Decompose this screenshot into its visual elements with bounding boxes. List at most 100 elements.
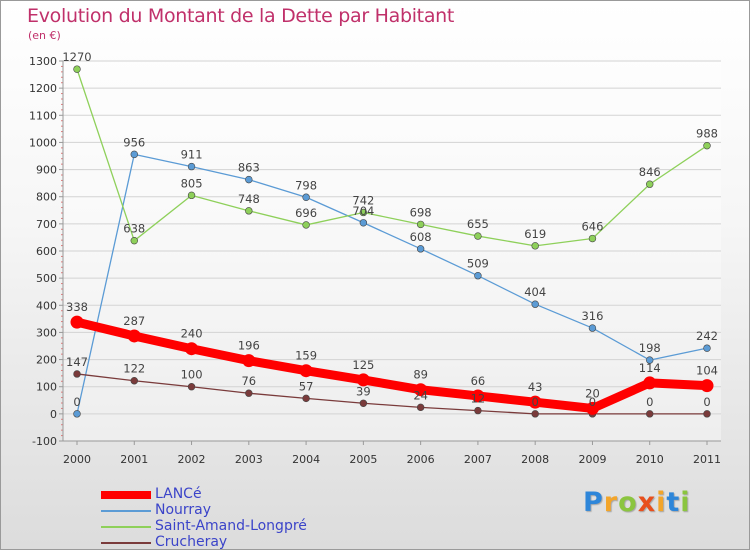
data-point-0-8 [528,395,542,409]
data-point-3-10 [646,410,654,418]
data-point-3-1 [130,377,138,385]
y-tick-label-4: 300 [36,326,57,339]
data-point-0-10 [643,376,657,390]
data-label-1-9: 316 [581,309,603,323]
data-label-2-11: 988 [696,127,718,141]
data-point-0-9 [585,401,599,415]
data-label-3-2: 100 [181,368,203,382]
data-label-1-5: 704 [352,204,374,218]
data-label-0-9: 20 [585,386,600,400]
data-label-3-6: 24 [413,388,428,402]
data-label-1-0: 0 [73,395,80,409]
x-tick-label-4: 2004 [292,453,320,466]
x-tick-label-7: 2007 [464,453,492,466]
data-point-3-7 [474,406,482,415]
data-point-2-6 [416,220,425,229]
data-label-1-11: 242 [696,329,718,343]
data-point-0-3 [242,354,256,368]
data-point-1-3 [245,175,253,184]
data-label-3-1: 122 [123,362,145,376]
data-label-2-8: 619 [524,227,546,241]
data-point-1-4 [302,193,310,201]
data-point-2-10 [646,180,654,188]
data-point-1-2 [187,162,196,171]
y-tick-label-5: 400 [36,299,57,312]
data-point-2-11 [703,141,711,150]
y-tick-label-11: 1000 [29,136,57,149]
chart-unit-label: (en €) [28,29,61,42]
legend-label-1: Nourray [155,502,212,518]
y-tick-label-6: 500 [36,272,57,285]
logo-letter-3: x [637,487,657,518]
y-tick-label-8: 700 [36,218,57,231]
data-point-2-3 [245,207,253,215]
data-label-0-6: 89 [413,368,428,382]
data-label-1-2: 911 [181,148,203,162]
y-tick-label-13: 1200 [29,82,57,95]
data-label-0-2: 240 [181,327,203,341]
data-label-3-8: 0 [532,395,539,409]
data-label-3-0: 147 [66,355,88,369]
data-label-3-5: 39 [356,384,371,398]
x-tick-label-2: 2002 [178,453,206,466]
legend-item-3[interactable]: Crucheray [101,534,361,550]
y-tick-label-7: 600 [36,245,57,258]
logo-letter-6: i [680,487,691,518]
data-point-0-2 [185,342,199,356]
legend-swatch-2 [101,526,151,528]
data-point-1-6 [416,245,425,253]
data-label-1-8: 404 [524,285,546,299]
data-label-2-7: 655 [467,217,489,231]
data-point-1-8 [531,300,539,308]
series-line-0 [72,317,712,413]
proxiti-logo: Proxiti [583,487,691,518]
data-point-0-5 [356,373,370,387]
data-point-3-3 [245,389,253,397]
data-point-3-0 [73,370,81,378]
y-tick-label-10: 900 [36,164,57,177]
x-tick-label-6: 2006 [407,453,435,466]
x-tick-label-3: 2003 [235,453,263,466]
x-tick-label-1: 2001 [120,453,148,466]
logo-letter-4: i [656,487,667,518]
data-label-2-0: 1270 [62,50,91,64]
x-tick-label-9: 2009 [578,453,606,466]
data-point-3-6 [416,403,425,412]
data-point-0-4 [299,364,313,378]
logo-letter-2: o [618,487,638,518]
data-point-2-0 [73,65,81,73]
data-label-2-9: 646 [581,220,603,234]
logo-letter-5: t [666,487,681,518]
grid [63,60,721,442]
legend-item-0[interactable]: LANCé [101,486,361,503]
data-label-0-1: 287 [123,314,145,328]
x-tick-label-10: 2010 [636,453,664,466]
data-point-2-1 [130,236,138,245]
legend-label-2: Saint-Amand-Longpré [155,518,307,534]
data-label-2-5: 742 [352,193,374,207]
data-label-3-4: 57 [299,379,314,393]
x-tick-label-11: 2011 [693,453,721,466]
data-label-1-7: 509 [467,257,489,271]
data-point-2-8 [531,242,539,250]
legend: LANCé Nourray Saint-Amand-Longpré Cruche… [101,486,361,550]
data-label-0-5: 125 [352,358,374,372]
data-label-2-2: 805 [181,176,203,190]
data-label-1-10: 198 [639,341,661,355]
data-point-3-5 [359,399,368,407]
data-point-0-11 [700,379,714,393]
y-tick-label-2: 100 [36,381,57,394]
legend-item-2[interactable]: Saint-Amand-Longpré [101,518,361,535]
y-tick-label-12: 1100 [29,109,57,122]
legend-label-0: LANCé [155,486,202,502]
legend-item-1[interactable]: Nourray [101,502,361,519]
data-label-0-11: 104 [696,364,718,378]
data-point-1-10 [646,356,654,364]
data-point-0-1 [127,329,141,343]
data-label-1-1: 956 [123,135,145,149]
legend-label-3: Crucheray [155,534,228,550]
data-point-1-5 [359,219,368,227]
data-label-3-10: 0 [646,395,653,409]
